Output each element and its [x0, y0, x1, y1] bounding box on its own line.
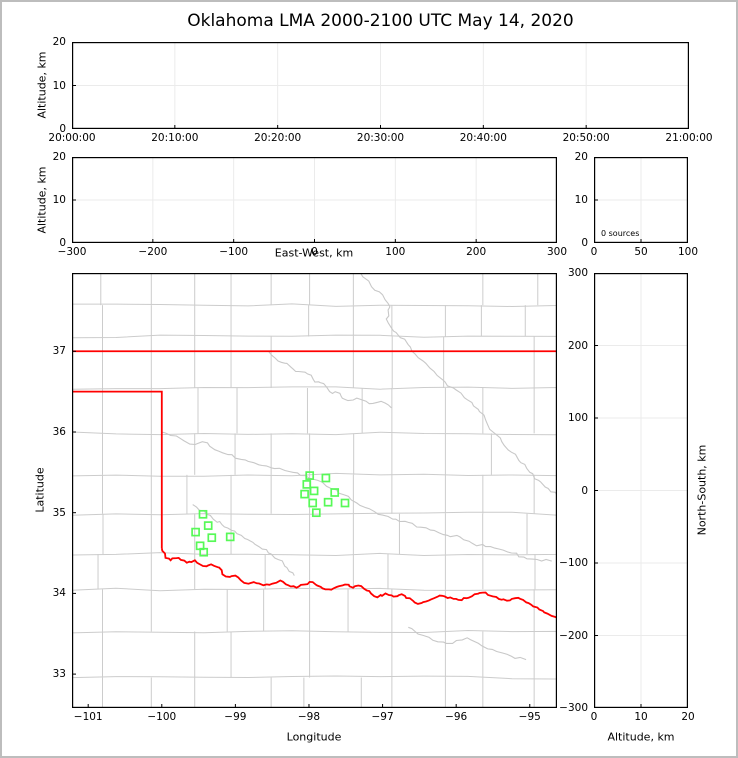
x-tick-label: 0 — [311, 246, 318, 258]
lma-station-marker — [309, 486, 319, 496]
plan-view-map-plot — [72, 273, 557, 708]
x-tick-label: 200 — [466, 246, 487, 258]
y-tick-label: 36 — [52, 425, 66, 438]
x-tick-label: 0 — [590, 711, 598, 723]
y-tick-label: 10 — [52, 194, 66, 206]
river-line — [161, 431, 552, 562]
river-line — [360, 273, 557, 496]
county-line-horizontal — [72, 675, 557, 680]
figure-title: Oklahoma LMA 2000-2100 UTC May 14, 2020 — [187, 11, 574, 31]
source-count-annotation: 0 sources — [601, 229, 640, 238]
lma-station-marker — [225, 532, 235, 542]
y-tick-label: 20 — [52, 151, 66, 163]
axes-spine — [594, 273, 688, 708]
lma-station-marker — [198, 509, 208, 519]
x-tick-label: −99 — [224, 711, 247, 723]
river-line — [268, 350, 392, 409]
lma-station-marker — [300, 489, 309, 499]
x-tick-label: 0 — [590, 246, 598, 258]
y-tick-label: 0 — [581, 237, 588, 249]
axes-spine — [72, 42, 689, 129]
lma-station-marker — [203, 521, 213, 530]
x-tick-label: 300 — [546, 246, 568, 258]
lma-station-marker — [302, 480, 312, 489]
x-tick-label: 20:20:00 — [254, 132, 302, 144]
y-tick-label: 37 — [52, 345, 66, 358]
y-tick-label: −300 — [559, 702, 588, 714]
y-tick-label: 100 — [567, 412, 588, 424]
y-tick-label: 0 — [59, 237, 66, 249]
y-tick-label: 0 — [581, 484, 588, 497]
x-tick-label: 100 — [677, 246, 699, 258]
river-line — [192, 504, 295, 576]
county-line-horizontal — [72, 511, 557, 516]
y-tick-label: 35 — [52, 506, 66, 519]
lma-station-marker — [191, 527, 200, 537]
x-tick-label: 20:10:00 — [151, 132, 199, 144]
y-tick-label: 20 — [574, 151, 588, 163]
axes-spine — [594, 157, 688, 243]
lma-station-marker — [311, 508, 321, 518]
x-tick-label: −98 — [297, 711, 321, 723]
county-line-horizontal — [72, 552, 557, 557]
x-tick-label: −100 — [147, 711, 177, 723]
county-line-horizontal — [72, 386, 557, 390]
ns-x-axis-label: Altitude, km — [607, 730, 675, 744]
x-tick-label: 20:30:00 — [356, 132, 405, 144]
x-tick-label: 20:00:00 — [48, 132, 96, 144]
state-border-red-river — [160, 548, 557, 619]
y-tick-label: 10 — [574, 194, 588, 206]
y-tick-label: −100 — [559, 557, 588, 569]
y-tick-label: 10 — [52, 79, 66, 92]
ns-y-axis-label: North-South, km — [695, 444, 709, 536]
lma-station-marker — [340, 498, 350, 508]
x-tick-label: 100 — [385, 246, 406, 258]
x-tick-label: 20 — [681, 711, 695, 723]
lma-station-marker — [199, 547, 209, 557]
x-tick-label: 20:50:00 — [562, 132, 610, 144]
x-tick-label: 10 — [634, 711, 648, 723]
county-line-horizontal — [72, 303, 557, 308]
county-line-horizontal — [72, 587, 557, 592]
river-line — [408, 626, 527, 661]
y-tick-label: 33 — [52, 668, 66, 681]
p2-x-axis-label: East-West, km — [274, 246, 354, 260]
x-tick-label: −101 — [73, 711, 103, 723]
y-tick-label: 34 — [52, 587, 66, 600]
lma-station-marker — [207, 533, 217, 543]
eastwest-altitude-plot — [72, 157, 557, 243]
x-tick-label: 21:00:00 — [665, 132, 713, 144]
y-tick-label: 0 — [59, 123, 66, 135]
altitude-histogram-plot — [594, 157, 688, 243]
axes-spine — [72, 157, 557, 243]
northsouth-altitude-plot — [594, 273, 688, 708]
lma-station-marker — [308, 498, 318, 508]
state-border-panhandle — [72, 390, 163, 549]
county-line-horizontal — [72, 472, 557, 477]
y-tick-label: −200 — [559, 629, 588, 642]
lma-station-marker — [305, 471, 315, 480]
lma-station-marker — [330, 488, 340, 497]
x-tick-label: −97 — [371, 711, 394, 723]
x-tick-label: 20:40:00 — [459, 132, 507, 144]
county-line-horizontal — [72, 629, 557, 634]
x-tick-label: −100 — [219, 246, 249, 258]
x-tick-label: 50 — [634, 246, 648, 258]
x-tick-label: −300 — [57, 246, 87, 258]
x-tick-label: −200 — [138, 246, 168, 258]
y-tick-label: 20 — [52, 36, 66, 48]
county-line-horizontal — [72, 431, 557, 436]
lma-station-marker — [323, 497, 333, 507]
map-x-axis-label: Longitude — [286, 730, 342, 744]
axes-spine — [72, 273, 557, 708]
lma-station-marker — [321, 473, 331, 483]
y-tick-label: 200 — [567, 339, 588, 352]
county-line-horizontal — [72, 334, 557, 339]
y-tick-label: 300 — [567, 267, 588, 279]
x-tick-label: −96 — [445, 711, 468, 723]
x-tick-label: −95 — [518, 711, 541, 723]
time-altitude-plot — [72, 42, 689, 129]
